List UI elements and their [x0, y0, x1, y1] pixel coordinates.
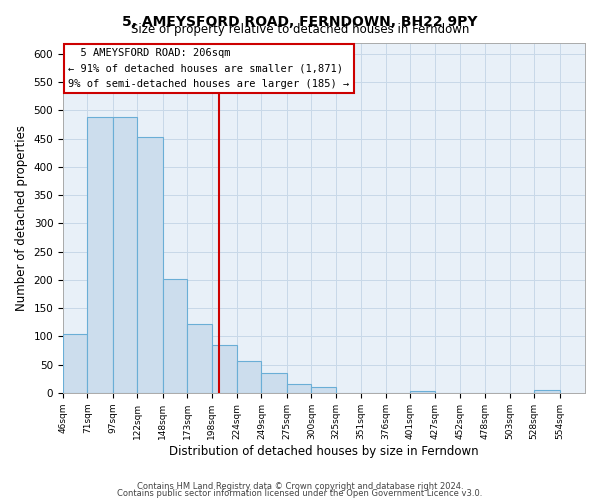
Text: Contains public sector information licensed under the Open Government Licence v3: Contains public sector information licen… [118, 488, 482, 498]
Bar [63, 334, 88, 393]
Bar [113, 117, 137, 393]
Bar [187, 324, 212, 393]
Text: Size of property relative to detached houses in Ferndown: Size of property relative to detached ho… [131, 22, 469, 36]
Text: 5 AMEYSFORD ROAD: 206sqm  
← 91% of detached houses are smaller (1,871)
9% of se: 5 AMEYSFORD ROAD: 206sqm ← 91% of detach… [68, 48, 349, 89]
Bar [410, 391, 436, 393]
Y-axis label: Number of detached properties: Number of detached properties [15, 124, 28, 310]
Bar [163, 278, 187, 393]
Bar [287, 384, 311, 393]
Bar [212, 346, 237, 393]
Bar [137, 138, 163, 393]
Bar [237, 360, 262, 393]
X-axis label: Distribution of detached houses by size in Ferndown: Distribution of detached houses by size … [169, 444, 479, 458]
Text: 5, AMEYSFORD ROAD, FERNDOWN, BH22 9PY: 5, AMEYSFORD ROAD, FERNDOWN, BH22 9PY [122, 15, 478, 29]
Bar [88, 117, 113, 393]
Bar [534, 390, 560, 393]
Bar [262, 372, 287, 393]
Bar [311, 387, 336, 393]
Text: Contains HM Land Registry data © Crown copyright and database right 2024.: Contains HM Land Registry data © Crown c… [137, 482, 463, 491]
